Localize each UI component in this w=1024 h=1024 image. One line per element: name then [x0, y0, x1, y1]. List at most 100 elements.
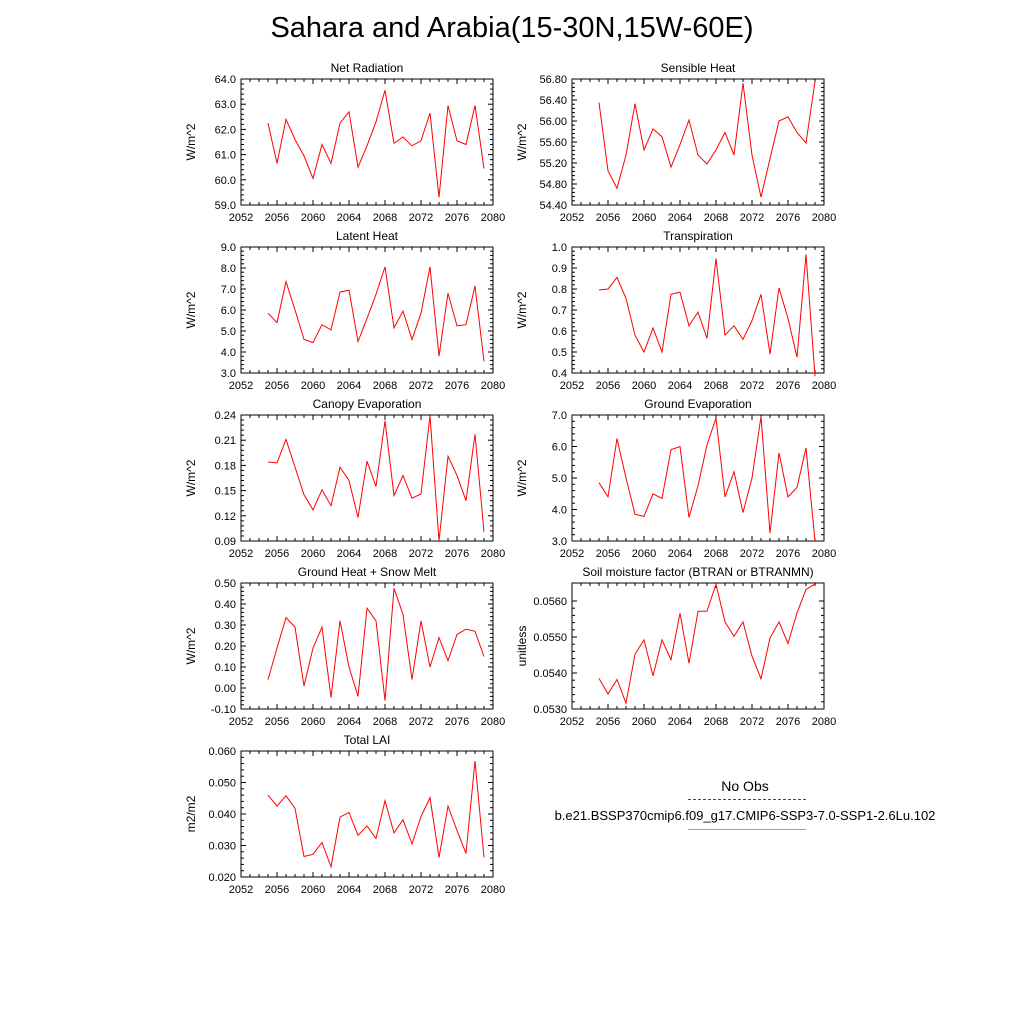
y-axis-label: W/m^2: [515, 459, 529, 496]
y-tick-label: 0.030: [208, 841, 236, 853]
x-tick-label: 2076: [445, 716, 469, 728]
x-tick-label: 2056: [596, 380, 620, 392]
y-tick-label: 55.60: [539, 137, 567, 149]
y-tick-label: 59.0: [215, 200, 236, 212]
y-tick-label: 0.12: [215, 511, 236, 523]
series-line: [598, 254, 816, 377]
x-tick-label: 2080: [481, 884, 505, 896]
x-tick-label: 2068: [704, 212, 728, 224]
x-tick-label: 2056: [265, 884, 289, 896]
x-tick-label: 2064: [337, 548, 361, 560]
y-tick-label: 0.050: [208, 778, 236, 790]
panel-title: Soil moisture factor (BTRAN or BTRANMN): [582, 565, 813, 579]
panel-title: Ground Heat + Snow Melt: [298, 565, 437, 579]
y-tick-label: 0.9: [552, 263, 567, 275]
x-tick-label: 2060: [632, 380, 656, 392]
y-tick-label: 56.40: [539, 95, 567, 107]
y-tick-label: 1.0: [552, 242, 567, 254]
x-tick-label: 2052: [560, 548, 584, 560]
y-tick-label: 9.0: [221, 242, 236, 254]
y-tick-label: 0.040: [208, 809, 236, 821]
figure-title: Sahara and Arabia(15-30N,15W-60E): [270, 12, 754, 44]
legend-model-label: b.e21.BSSP370cmip6.f09_g17.CMIP6-SSP3-7.…: [554, 808, 936, 823]
x-tick-label: 2076: [776, 716, 800, 728]
x-tick-label: 2060: [301, 884, 325, 896]
x-tick-label: 2068: [704, 548, 728, 560]
plot-frame: [240, 582, 494, 710]
y-tick-label: 60.0: [215, 175, 236, 187]
panel-title: Ground Evaporation: [644, 397, 751, 411]
y-tick-label: 0.020: [208, 872, 236, 884]
plot-frame: [240, 750, 494, 878]
x-tick-label: 2052: [229, 212, 253, 224]
y-tick-label: 61.0: [215, 150, 236, 162]
legend: No Obs b.e21.BSSP370cmip6.f09_g17.CMIP6-…: [530, 778, 960, 838]
y-tick-label: 0.09: [215, 536, 236, 548]
y-tick-label: 0.0560: [533, 596, 567, 608]
x-tick-label: 2072: [409, 212, 433, 224]
plot-frame: [571, 414, 825, 542]
y-tick-label: 0.18: [215, 460, 236, 472]
y-tick-label: 0.7: [552, 305, 567, 317]
y-tick-label: 0.21: [215, 435, 236, 447]
y-tick-label: 4.0: [221, 347, 236, 359]
x-tick-label: 2076: [445, 884, 469, 896]
x-tick-label: 2064: [337, 716, 361, 728]
y-tick-label: 0.060: [208, 746, 236, 758]
y-axis-label: W/m^2: [184, 627, 198, 664]
panel-title: Latent Heat: [336, 229, 399, 243]
x-tick-label: 2060: [632, 212, 656, 224]
plot-frame: [571, 78, 825, 206]
x-tick-label: 2072: [740, 548, 764, 560]
y-axis-label: unitless: [515, 626, 529, 667]
x-tick-label: 2072: [740, 380, 764, 392]
y-axis-label: W/m^2: [184, 291, 198, 328]
y-tick-label: 63.0: [215, 99, 236, 111]
panel-title: Net Radiation: [331, 61, 404, 75]
panel-5: Canopy Evaporation W/m^2 2052 2056 2060 2064 2…: [184, 397, 505, 560]
x-tick-label: 2080: [812, 380, 836, 392]
x-tick-label: 2072: [740, 716, 764, 728]
panel-4: Transpiration W/m^2 2052 2056 2060 2064 2068 20…: [515, 229, 836, 392]
y-axis-label: m2/m2: [184, 795, 198, 832]
x-tick-label: 2052: [560, 716, 584, 728]
x-tick-label: 2076: [776, 548, 800, 560]
x-tick-label: 2068: [373, 884, 397, 896]
series-line: [267, 90, 485, 198]
y-tick-label: 5.0: [552, 473, 567, 485]
x-tick-label: 2080: [812, 716, 836, 728]
panel-title: Total LAI: [344, 733, 391, 747]
x-tick-label: 2056: [265, 716, 289, 728]
x-tick-label: 2076: [776, 380, 800, 392]
panel-2: Sensible Heat W/m^2 2052 2056 2060 2064 2068 20…: [515, 61, 836, 224]
panel-9: Total LAI m2/m2 2052 2056 2060 2064 2068 2072 20…: [184, 733, 505, 896]
plot-frame: [571, 246, 825, 374]
legend-obs-label: No Obs: [721, 778, 769, 794]
x-tick-label: 2056: [596, 548, 620, 560]
x-tick-label: 2056: [265, 548, 289, 560]
y-tick-label: 54.40: [539, 200, 567, 212]
y-tick-label: 64.0: [215, 74, 236, 86]
y-tick-label: 54.80: [539, 179, 567, 191]
y-tick-label: 0.20: [215, 641, 236, 653]
x-tick-label: 2064: [337, 884, 361, 896]
x-tick-label: 2064: [668, 716, 692, 728]
y-tick-label: 56.00: [539, 116, 567, 128]
x-tick-label: 2068: [373, 716, 397, 728]
y-tick-label: 56.80: [539, 74, 567, 86]
series-line: [267, 415, 485, 542]
y-axis-label: W/m^2: [515, 291, 529, 328]
series-line: [598, 81, 816, 198]
y-tick-label: 0.5: [552, 347, 567, 359]
y-tick-label: 5.0: [221, 326, 236, 338]
x-tick-label: 2068: [373, 212, 397, 224]
y-tick-label: 0.30: [215, 620, 236, 632]
x-tick-label: 2076: [776, 212, 800, 224]
y-tick-label: 7.0: [221, 284, 236, 296]
x-tick-label: 2060: [632, 548, 656, 560]
x-tick-label: 2056: [265, 380, 289, 392]
y-tick-label: 0.15: [215, 486, 236, 498]
y-tick-label: 62.0: [215, 124, 236, 136]
plot-frame: [240, 78, 494, 206]
x-tick-label: 2064: [668, 548, 692, 560]
